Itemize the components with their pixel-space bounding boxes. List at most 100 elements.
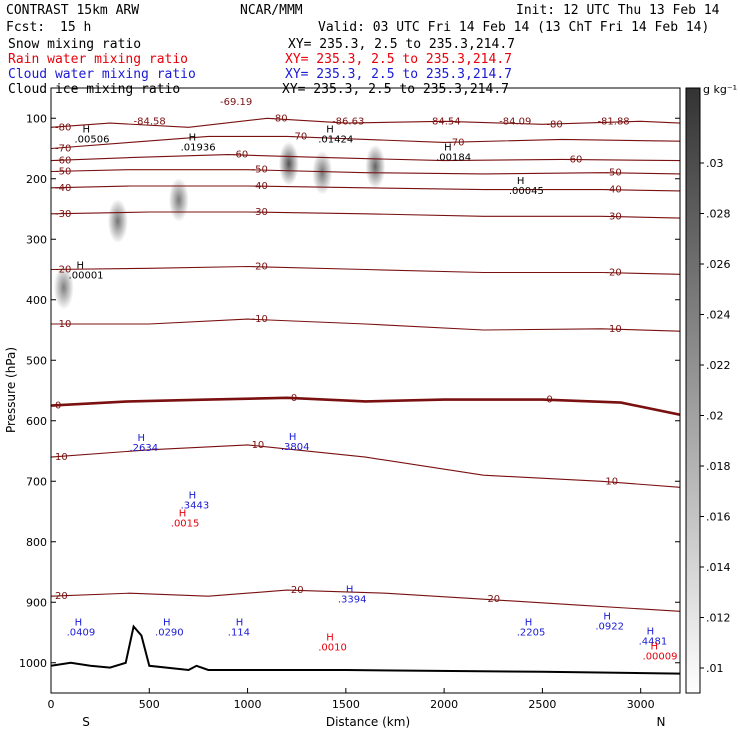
model-title: CONTRAST 15km ARW <box>6 3 139 18</box>
fcst-value: 15 h <box>60 20 91 35</box>
temperature-minimum-label: -84.54 <box>428 116 460 127</box>
y-tick-label: 1000 <box>19 657 47 670</box>
rain-max-label-h: H <box>179 509 187 520</box>
x-axis: 0 500 1000 1500 2000 2500 3000 <box>48 688 655 711</box>
temperature-minimum-label: -84.58 <box>134 116 166 127</box>
snow-max-label-h: H <box>444 143 452 154</box>
snow-max-label: .00506 <box>74 134 109 145</box>
colorbar-tick-label: .022 <box>706 359 731 372</box>
valid-time: Valid: 03 UTC Fri 14 Feb 14 (13 ChT Fri … <box>318 20 709 35</box>
colorbar-tick-label: .01 <box>706 662 724 675</box>
colorbar-tick-label: .016 <box>706 511 731 524</box>
snow-shading-blob <box>365 144 386 189</box>
y-tick-label: 200 <box>26 173 47 186</box>
snow-shading-blob <box>53 265 74 310</box>
legend-cloudice-name: Cloud ice mixing ratio <box>8 82 180 97</box>
temperature-contour <box>51 185 680 192</box>
cloud-water-max-label: .114 <box>228 628 250 639</box>
temperature-contour <box>51 265 680 275</box>
colorbar-tick-label: .024 <box>706 309 731 322</box>
y-tick-label: 500 <box>26 354 47 367</box>
temperature-contour-label: -60 <box>232 150 248 161</box>
legend-cloudice-xy: XY= 235.3, 2.5 to 235.3,214.7 <box>282 82 509 97</box>
temperature-contour-label: 20 <box>487 594 500 605</box>
temperature-contour-label: -10 <box>55 319 71 330</box>
snow-shading-blob <box>168 177 189 222</box>
snow-max-label: .01936 <box>181 142 216 153</box>
legend-snow-xy: XY= 235.3, 2.5 to 235.3,214.7 <box>288 37 515 52</box>
temperature-minimum-label: -81.88 <box>597 116 629 127</box>
temperature-contour-label: 0 <box>291 393 297 404</box>
temperature-contour-label: 20 <box>291 585 304 596</box>
snow-max-label: .00001 <box>69 271 104 282</box>
temperature-contour-label: 0 <box>55 401 61 412</box>
temperature-contour-label: -10 <box>605 324 621 335</box>
cloud-water-max-label-h: H <box>236 618 244 629</box>
surface-terrain-line <box>51 624 680 675</box>
temperature-contour-label: -30 <box>55 209 71 220</box>
rain-max-label: .0010 <box>318 643 347 654</box>
y-axis-label: Pressure (hPa) <box>4 347 18 433</box>
temperature-contour-label: -20 <box>55 265 71 276</box>
colorbar-tick-label: .014 <box>706 561 731 574</box>
temperature-contour-label: -40 <box>55 183 71 194</box>
temperature-contour-label: -80 <box>546 119 562 130</box>
snow-shading-blob <box>278 141 299 186</box>
colorbar-tick-label: .02 <box>706 410 724 423</box>
plot-frame <box>50 87 681 694</box>
temperature-contour-label: 20 <box>55 591 68 602</box>
temperature-minimum-label: -84.09 <box>499 116 531 127</box>
snow-shading-blob <box>107 199 128 244</box>
temperature-contour <box>51 169 680 175</box>
temperature-contour-label: -20 <box>605 268 621 279</box>
y-tick-label: 700 <box>26 475 47 488</box>
cloud-water-max-label: .3394 <box>338 594 367 605</box>
snow-max-label-h: H <box>517 176 525 187</box>
colorbar-ramp <box>685 87 701 694</box>
y-tick-label: 600 <box>26 415 47 428</box>
temperature-contour-label: -70 <box>291 131 307 142</box>
temperature-minimum-label: -86.63 <box>332 116 364 127</box>
temperature-contour-label: -50 <box>55 166 71 177</box>
snow-max-label: .00045 <box>509 186 544 197</box>
temperature-contour-label: 10 <box>605 476 618 487</box>
cloud-water-max-label-h: H <box>137 433 145 444</box>
x-tick-label: 500 <box>139 698 160 711</box>
x-axis-label: Distance (km) <box>326 715 410 729</box>
colorbar-tick-label: .03 <box>706 157 724 170</box>
y-tick-label: 400 <box>26 294 47 307</box>
cloud-water-max-label: .3443 <box>181 500 210 511</box>
temperature-contour-label: -20 <box>252 261 268 272</box>
cloud-water-max-label: .0409 <box>67 628 96 639</box>
x-tick-label: 1500 <box>332 698 360 711</box>
temperature-contour <box>51 211 680 219</box>
cloud-water-max-label-h: H <box>603 611 611 622</box>
temperature-contour-label: -30 <box>252 207 268 218</box>
cloud-water-max-label: .3804 <box>281 442 310 453</box>
x-end-right: N <box>657 715 666 729</box>
cloud-water-max-label-h: H <box>647 627 655 638</box>
cloud-water-max-label-h: H <box>346 584 354 595</box>
colorbar-tick-label: .018 <box>706 460 731 473</box>
temperature-contour-label: -70 <box>55 144 71 155</box>
rain-max-label-h: H <box>326 633 334 644</box>
snow-max-label-h: H <box>326 124 334 135</box>
temperature-minimum-label: -69.19 <box>220 97 252 108</box>
legend-rain-xy: XY= 235.3, 2.5 to 235.3,214.7 <box>285 52 512 67</box>
cloud-water-max-label: .4481 <box>639 637 668 648</box>
temperature-contour-label: -80 <box>271 113 287 124</box>
snow-max-label: .01424 <box>318 134 353 145</box>
y-tick-label: 100 <box>26 112 47 125</box>
temperature-contour-label: -50 <box>252 165 268 176</box>
cloud-water-max-label: .2634 <box>129 443 158 454</box>
cloud-water-max-label-h: H <box>75 618 83 629</box>
x-tick-label: 1000 <box>234 698 262 711</box>
rain-max-label: .0015 <box>171 519 200 530</box>
rain-max-label-h: H <box>651 642 659 653</box>
colorbar-unit: g kg⁻¹ <box>703 83 737 96</box>
temperature-contour <box>51 444 680 488</box>
cloud-water-max-label: .0922 <box>595 621 624 632</box>
snow-shading-blob <box>312 150 333 195</box>
init-time: Init: 12 UTC Thu 13 Feb 14 <box>516 3 720 18</box>
